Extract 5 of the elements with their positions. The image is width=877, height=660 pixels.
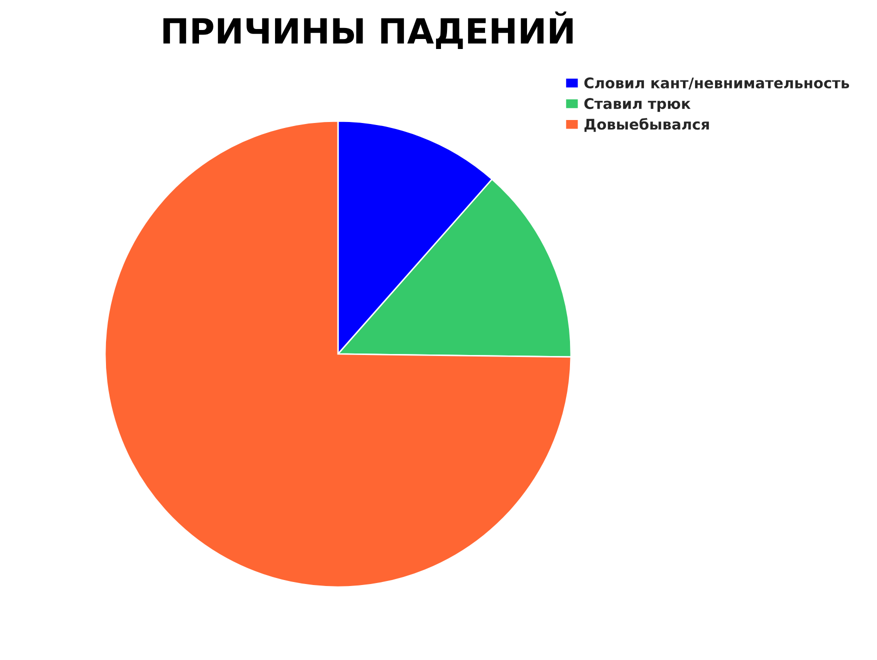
legend-label: Довыебывался [584, 118, 709, 132]
pie-slice [104, 120, 572, 588]
chart-title: ПРИЧИНЫ ПАДЕНИЙ [163, 11, 573, 50]
legend-label: Ставил трюк [584, 98, 691, 112]
legend-label: Словил кант/невнимательность [584, 77, 850, 90]
